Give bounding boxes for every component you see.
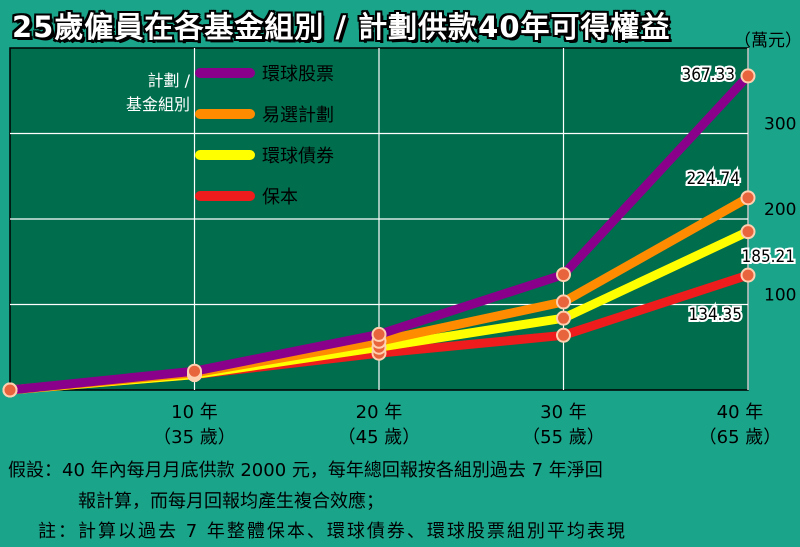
x-tick-label: 20 年 bbox=[356, 402, 403, 423]
chart-title: 25歲僱員在各基金組別 / 計劃供款40年可得權益 bbox=[12, 10, 671, 44]
end-value-label: 185.21 bbox=[742, 247, 796, 267]
y-axis-ticks: 100 200 300 bbox=[764, 115, 796, 306]
data-point bbox=[556, 294, 571, 310]
y-tick-label: 200 bbox=[764, 200, 796, 220]
footnote: 註：計算以過去 7 年整體保本、環球債券、環球股票組別平均表現 bbox=[38, 521, 627, 542]
x-tick-label: （65 歲） bbox=[699, 427, 782, 448]
data-point bbox=[187, 363, 202, 379]
data-points bbox=[2, 68, 756, 398]
y-tick-label: 100 bbox=[764, 286, 796, 306]
end-value-label: 367.33 bbox=[682, 65, 736, 85]
end-value-labels: 367.33 224.74 185.21 134.35 bbox=[680, 63, 798, 327]
data-point bbox=[740, 190, 756, 206]
legend-title-line2: 基金組別 bbox=[126, 95, 190, 114]
data-point bbox=[740, 224, 756, 240]
x-axis-ticks: 10 年 （35 歲） 20 年 （45 歲） 30 年 （55 歲） 40 年 （65 歲） bbox=[153, 402, 781, 448]
data-point bbox=[740, 68, 756, 84]
legend-label: 環球債券 bbox=[262, 146, 334, 167]
data-point bbox=[740, 267, 756, 283]
unit-label: （萬元） bbox=[734, 31, 800, 51]
legend-label: 環球股票 bbox=[262, 64, 334, 85]
x-tick-label: （35 歲） bbox=[153, 427, 236, 448]
legend-title-line1: 計劃 / bbox=[148, 71, 191, 90]
y-tick-label: 300 bbox=[764, 115, 796, 135]
assumption-note-continued: 報計算，而每月回報均產生複合效應； bbox=[78, 491, 384, 512]
end-value-label: 134.35 bbox=[689, 305, 743, 325]
legend-label: 易選計劃 bbox=[262, 105, 334, 126]
data-point bbox=[556, 267, 571, 283]
x-tick-label: （45 歲） bbox=[338, 427, 421, 448]
data-point bbox=[371, 326, 387, 342]
gridlines bbox=[10, 48, 749, 390]
data-point bbox=[2, 382, 18, 398]
data-point bbox=[556, 310, 571, 326]
x-tick-label: 10 年 bbox=[171, 402, 218, 423]
x-tick-label: （55 歲） bbox=[522, 427, 605, 448]
end-value-label: 224.74 bbox=[687, 169, 741, 189]
assumption-note: 假設：40 年內每月月底供款 2000 元，每年總回報按各組別過去 7 年淨回 bbox=[8, 460, 603, 481]
x-tick-label: 30 年 bbox=[540, 402, 587, 423]
x-tick-label: 40 年 bbox=[717, 402, 764, 423]
data-point bbox=[556, 327, 571, 343]
legend-label: 保本 bbox=[262, 187, 298, 208]
